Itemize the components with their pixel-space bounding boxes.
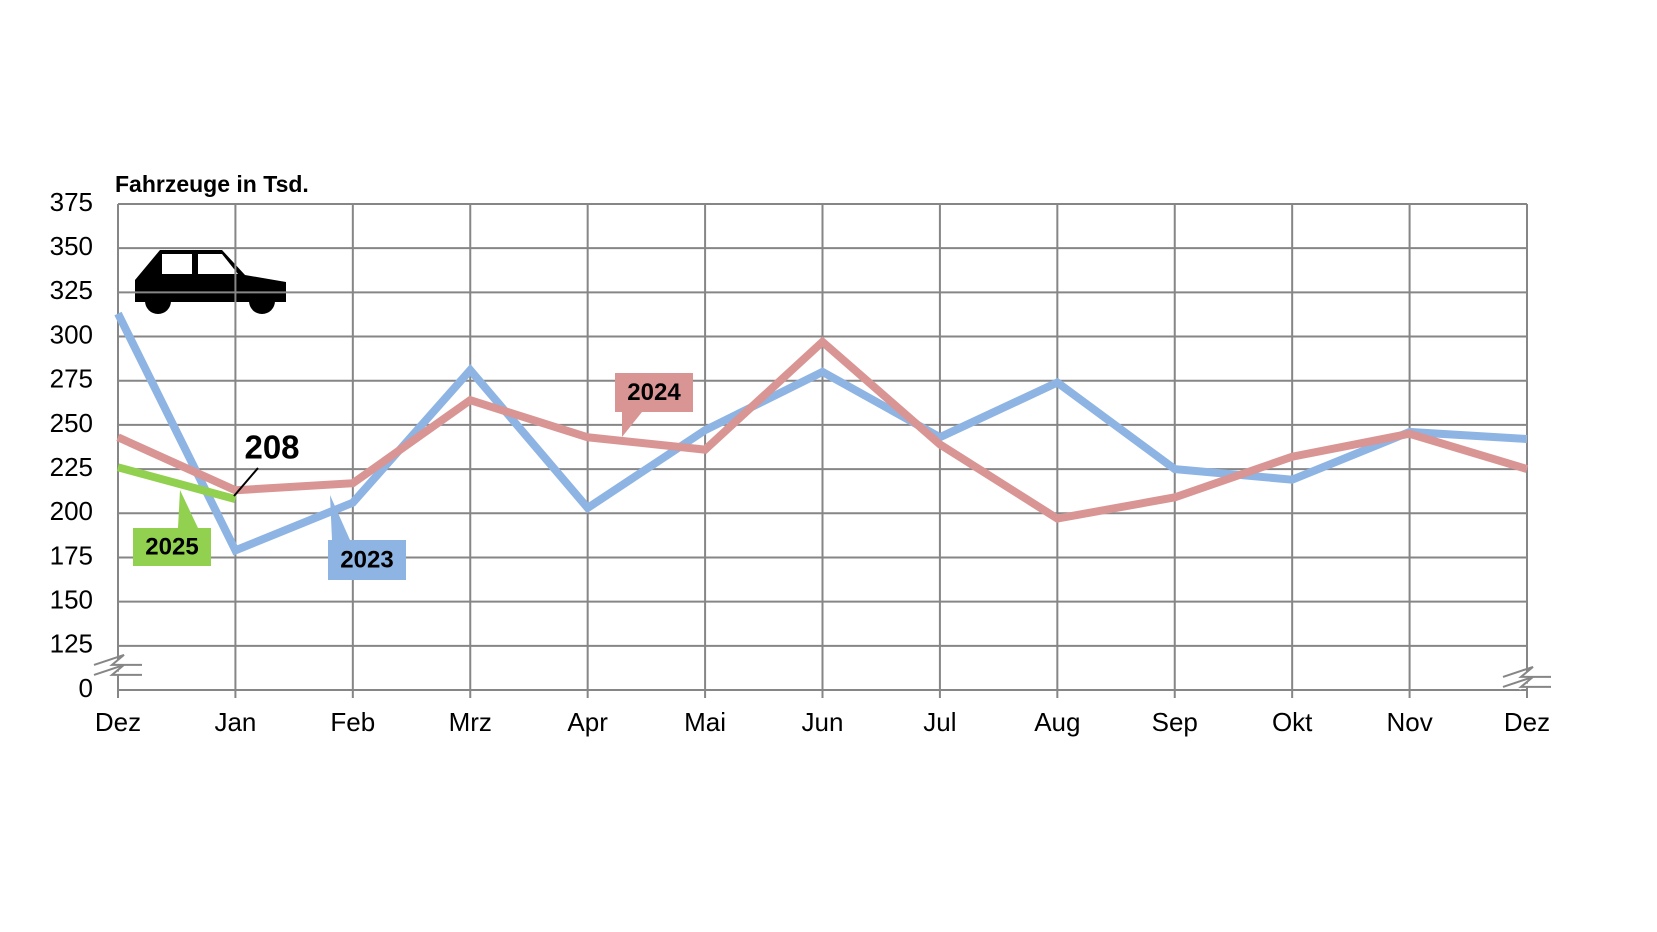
line-series — [116, 336, 1529, 523]
legend-label: 2025 — [145, 533, 198, 560]
x-tick-label: Mai — [684, 707, 726, 737]
x-tick-label: Okt — [1272, 707, 1313, 737]
y-tick-label: 300 — [50, 319, 93, 349]
x-tick-label: Dez — [95, 707, 141, 737]
y-tick-label: 350 — [50, 231, 93, 261]
x-tick-label: Apr — [567, 707, 608, 737]
legend-label: 2024 — [627, 379, 681, 406]
y-tick-label: 325 — [50, 275, 93, 305]
data-label: 208 — [244, 429, 299, 466]
callout-pointer — [178, 490, 198, 528]
x-tick-label: Nov — [1386, 707, 1432, 737]
axis-break — [93, 663, 142, 676]
x-tick-label: Aug — [1034, 707, 1080, 737]
axis-break — [1502, 665, 1551, 678]
callout-box — [328, 540, 406, 580]
y-tick-label: 200 — [50, 496, 93, 526]
car-icon — [135, 250, 286, 314]
callout-pointer — [330, 495, 350, 540]
y-tick-label: 225 — [50, 452, 93, 482]
x-tick-label: Jun — [802, 707, 844, 737]
x-tick-label: Sep — [1152, 707, 1198, 737]
legend-label: 2023 — [340, 546, 393, 573]
y-tick-label: 275 — [50, 364, 93, 394]
x-tick-label: Jul — [923, 707, 956, 737]
y-tick-label: 250 — [50, 408, 93, 438]
axis-break — [93, 653, 142, 666]
axis-break — [1502, 675, 1551, 688]
y-tick-label: 150 — [50, 585, 93, 615]
x-tick-label: Feb — [330, 707, 375, 737]
x-tick-label: Dez — [1504, 707, 1550, 737]
callout-box — [133, 528, 211, 566]
line-series — [116, 463, 237, 503]
y-tick-label: 175 — [50, 540, 93, 570]
y-tick-label: 125 — [50, 629, 93, 659]
leader-line — [233, 467, 259, 497]
x-tick-label: Mrz — [449, 707, 492, 737]
y-tick-label: 375 — [50, 187, 93, 217]
line-series — [114, 311, 1528, 556]
axis-title: Fahrzeuge in Tsd. — [115, 171, 309, 197]
y-tick-label: 0 — [79, 673, 93, 703]
x-tick-label: Jan — [214, 707, 256, 737]
callout-box — [615, 373, 693, 412]
callout-pointer — [622, 412, 642, 437]
